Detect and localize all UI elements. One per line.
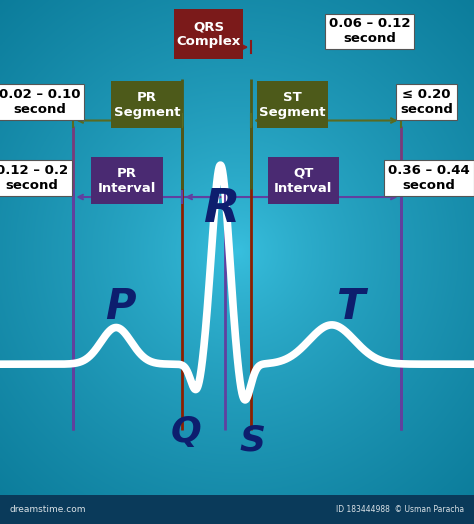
- Text: P: P: [106, 286, 136, 328]
- FancyBboxPatch shape: [174, 9, 243, 59]
- Text: ≤ 0.20
second: ≤ 0.20 second: [400, 88, 453, 116]
- Text: 0.06 – 0.12
second: 0.06 – 0.12 second: [329, 17, 410, 46]
- Text: R: R: [204, 187, 240, 232]
- Text: QT
Interval: QT Interval: [274, 167, 333, 195]
- Text: ID 183444988  © Usman Paracha: ID 183444988 © Usman Paracha: [337, 505, 465, 514]
- Text: S: S: [240, 423, 265, 457]
- Text: PR
Interval: PR Interval: [98, 167, 156, 195]
- Text: PR
Segment: PR Segment: [114, 91, 180, 119]
- Text: dreamstime.com: dreamstime.com: [9, 505, 86, 514]
- FancyBboxPatch shape: [0, 495, 474, 524]
- Text: Q: Q: [171, 416, 201, 449]
- Text: ST
Segment: ST Segment: [259, 91, 326, 119]
- FancyBboxPatch shape: [91, 157, 163, 204]
- FancyBboxPatch shape: [268, 157, 339, 204]
- Text: 0.12 – 0.2
second: 0.12 – 0.2 second: [0, 164, 68, 192]
- Text: T: T: [337, 286, 365, 328]
- Text: 0.36 – 0.44
second: 0.36 – 0.44 second: [388, 164, 470, 192]
- Text: 0.02 – 0.10
second: 0.02 – 0.10 second: [0, 88, 80, 116]
- FancyBboxPatch shape: [111, 81, 182, 128]
- Text: QRS
Complex: QRS Complex: [176, 20, 241, 48]
- FancyBboxPatch shape: [257, 81, 328, 128]
